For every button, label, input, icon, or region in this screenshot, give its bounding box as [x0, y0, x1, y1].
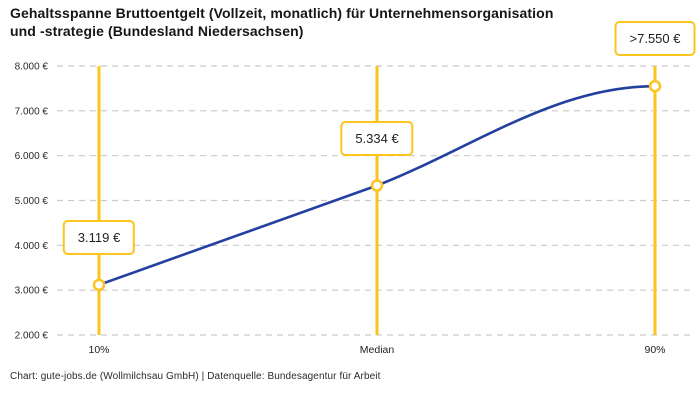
data-point-callout-90pct: >7.550 € — [614, 21, 696, 57]
data-point-callout-median: 5.334 € — [340, 120, 414, 156]
y-tick-label: 3.000 € — [15, 286, 49, 297]
chart-title-line2: und -strategie (Bundesland Niedersachsen… — [10, 22, 304, 39]
x-tick-label: 90% — [644, 344, 665, 356]
data-point-marker — [92, 278, 106, 292]
chart-footer-attribution: Chart: gute-jobs.de (Wollmilchsau GmbH) … — [10, 371, 381, 382]
chart-title-line1: Gehaltsspanne Bruttoentgelt (Vollzeit, m… — [10, 5, 554, 21]
y-tick-label: 5.000 € — [15, 196, 49, 207]
data-point-marker — [370, 179, 384, 192]
salary-curve — [97, 84, 657, 287]
y-tick-label: 4.000 € — [15, 241, 49, 252]
chart-title: Gehaltsspanne Bruttoentgelt (Vollzeit, m… — [10, 5, 553, 41]
x-tick-label: 10% — [88, 344, 109, 356]
y-tick-label: 7.000 € — [15, 106, 49, 117]
y-tick-label: 2.000 € — [15, 331, 49, 342]
y-tick-label: 8.000 € — [15, 62, 49, 73]
data-point-callout-10pct: 3.119 € — [62, 219, 136, 255]
x-tick-label: Median — [360, 344, 395, 356]
y-tick-label: 6.000 € — [15, 151, 49, 162]
data-point-marker — [648, 79, 662, 93]
